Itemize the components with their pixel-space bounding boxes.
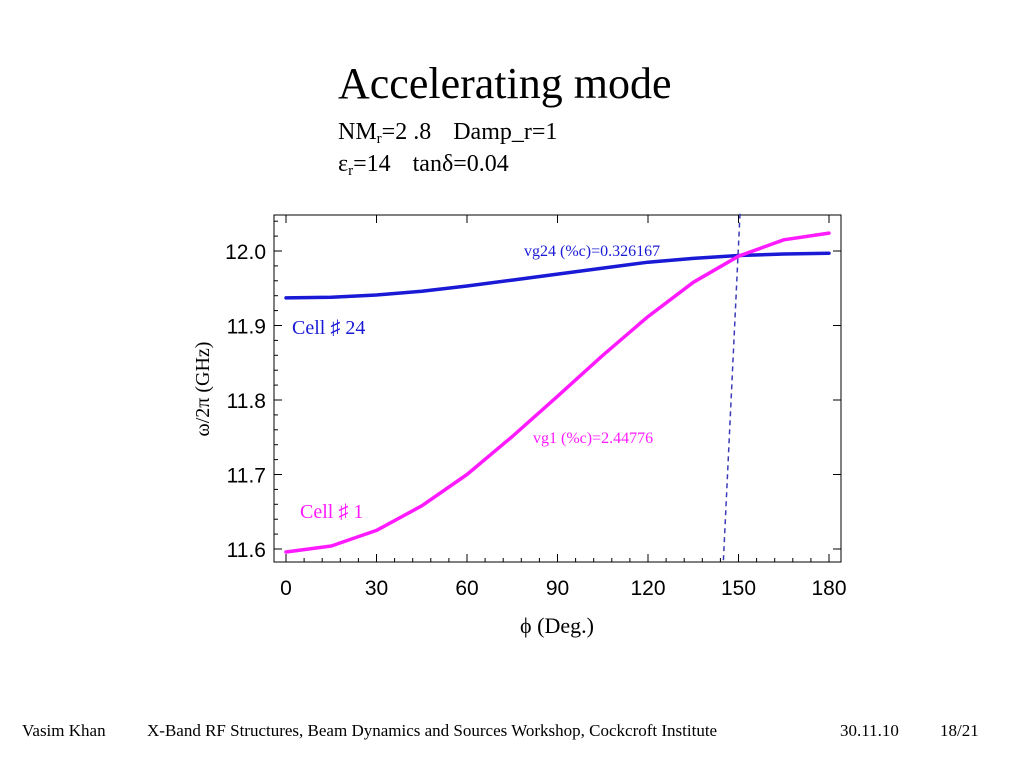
y-tick-label: 12.0 <box>225 241 266 264</box>
cell1-label: Cell ♯ 1 <box>300 501 363 523</box>
x-tick-label: 60 <box>455 577 478 600</box>
param-line-nm-damp: NMr=2 .8 Damp_r=1 <box>338 118 557 153</box>
series-line-cell1 <box>284 231 831 554</box>
vg1-annotation: vg1 (%c)=2.44776 <box>533 430 653 447</box>
x-tick-label: 120 <box>630 577 665 600</box>
y-tick-label: 11.9 <box>227 316 266 339</box>
y-tick-label: 11.6 <box>227 539 266 562</box>
series-layer <box>284 213 831 561</box>
y-axis-label: ω/2π (GHz) <box>192 342 214 437</box>
y-tick-label: 11.7 <box>227 465 266 488</box>
x-tick-label: 0 <box>280 577 292 600</box>
x-tick-label: 90 <box>546 577 569 600</box>
x-axis-label: ϕ (Deg.) <box>520 613 594 638</box>
param-nm-label: NM <box>338 119 377 145</box>
vg24-annotation: vg24 (%c)=0.326167 <box>524 243 660 260</box>
cell24-label: Cell ♯ 24 <box>292 317 365 339</box>
footer-event: X-Band RF Structures, Beam Dynamics and … <box>147 721 718 740</box>
footer-page: 18/21 <box>940 721 979 740</box>
param-nm-value: =2 .8 <box>381 119 432 145</box>
tick-layer: 11.6 11.7 11.8 11.9 12.0 0 30 60 90 120 150 180 <box>225 215 847 600</box>
footer-author: Vasim Khan <box>22 721 106 740</box>
param-eps-label: ε <box>338 151 349 177</box>
param-nm-sub: r <box>376 131 382 147</box>
footer-date: 30.11.10 <box>840 721 899 740</box>
x-tick-label: 30 <box>365 577 388 600</box>
param-eps-sub: r <box>348 163 354 179</box>
param-line-eps-tan: εr=14 tanδ=0.04 <box>338 150 509 185</box>
x-tick-label: 150 <box>721 577 756 600</box>
param-damp: Damp_r=1 <box>453 119 558 145</box>
x-tick-label: 180 <box>811 577 846 600</box>
slide-title: Accelerating mode <box>338 59 672 108</box>
param-tan: tanδ=0.04 <box>412 151 509 177</box>
light-line-dashed <box>722 213 741 561</box>
y-tick-label: 11.8 <box>227 390 266 413</box>
param-eps-value: =14 <box>353 151 391 177</box>
